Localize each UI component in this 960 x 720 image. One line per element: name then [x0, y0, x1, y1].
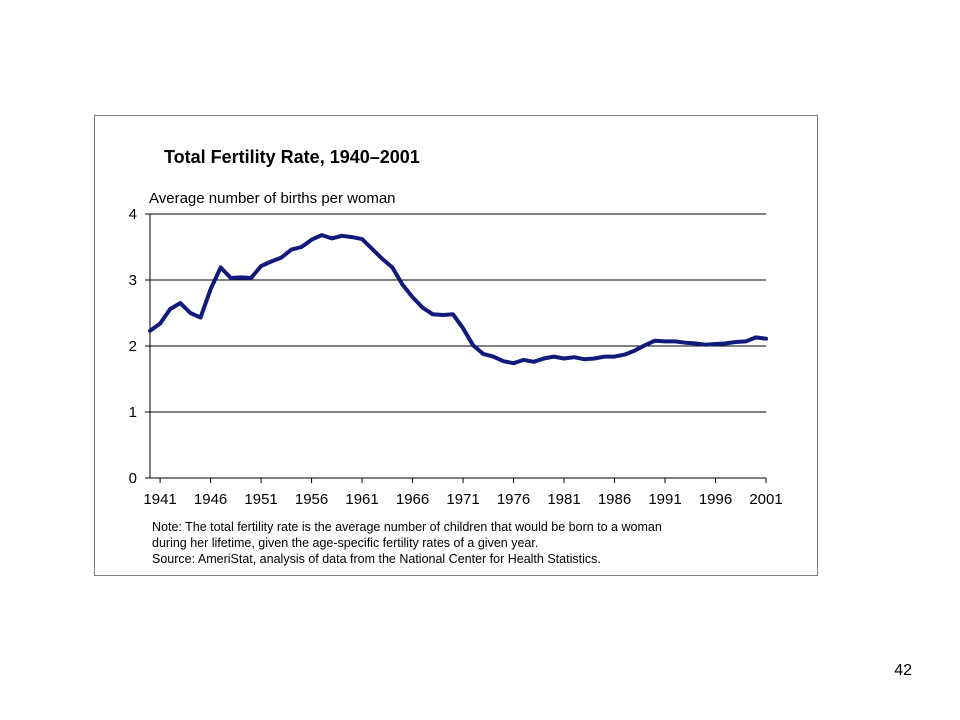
x-tick-label: 1951	[244, 491, 277, 508]
line-chart: Total Fertility Rate, 1940–2001 Average …	[129, 147, 783, 508]
chart-notes: Note: The total fertility rate is the av…	[152, 519, 802, 567]
x-tick-label: 1956	[295, 491, 328, 508]
y-tick-label: 2	[129, 338, 137, 355]
y-tick-label: 4	[129, 206, 137, 223]
y-tick-label: 3	[129, 272, 137, 289]
chart-title: Total Fertility Rate, 1940–2001	[164, 147, 420, 167]
x-tick-label: 1991	[648, 491, 681, 508]
gridlines	[150, 213, 766, 413]
note-line: Note: The total fertility rate is the av…	[152, 520, 662, 534]
axes	[145, 213, 767, 483]
x-tick-label: 1966	[396, 491, 429, 508]
x-tick-label: 1946	[194, 491, 227, 508]
y-tick-label: 0	[129, 470, 137, 487]
y-tick-labels: 0 1 2 3 4	[129, 206, 137, 487]
series-line	[148, 233, 768, 366]
x-tick-label: 1981	[547, 491, 580, 508]
x-tick-label: 2001	[749, 491, 782, 508]
note-line: during her lifetime, given the age-speci…	[152, 536, 539, 550]
source-line: Source: AmeriStat, analysis of data from…	[152, 552, 601, 566]
y-tick-label: 1	[129, 404, 137, 421]
x-tick-label: 1976	[497, 491, 530, 508]
page-number: 42	[894, 662, 912, 679]
x-tick-label: 1971	[446, 491, 479, 508]
y-axis-label: Average number of births per woman	[149, 190, 396, 207]
series-layer	[148, 233, 768, 366]
x-tick-label: 1996	[699, 491, 732, 508]
x-tick-label: 1941	[143, 491, 176, 508]
chart-figure: Total Fertility Rate, 1940–2001 Average …	[94, 115, 818, 576]
x-tick-label: 1961	[345, 491, 378, 508]
x-tick-labels: 1941 1946 1951 1956 1961 1966 1971 1976 1981 1986…	[143, 491, 782, 508]
x-tick-label: 1986	[598, 491, 631, 508]
